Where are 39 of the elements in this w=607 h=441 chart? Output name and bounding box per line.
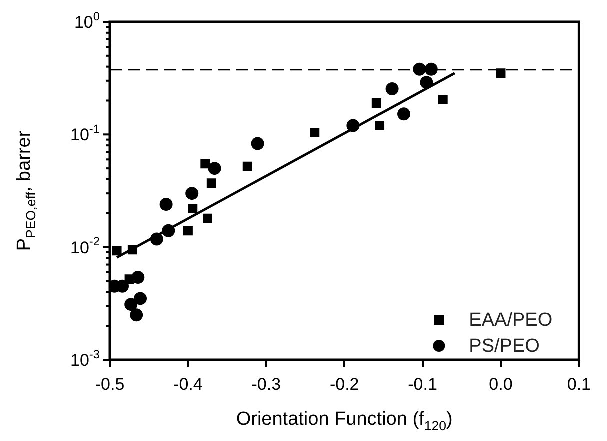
point: [188, 204, 198, 214]
legend-label: PS/PEO: [469, 336, 540, 358]
x-tick-label: -0.5: [95, 374, 125, 394]
x-tick-label: -0.3: [252, 374, 282, 394]
x-tick-label: -0.4: [174, 374, 203, 394]
point: [310, 128, 320, 138]
point: [242, 162, 252, 172]
x-tick-label: -0.2: [330, 374, 360, 394]
point: [112, 246, 122, 256]
point: [372, 98, 382, 108]
x-tick-label: 0.1: [567, 374, 592, 394]
point: [130, 308, 144, 322]
point: [346, 119, 360, 132]
point: [206, 178, 216, 188]
point: [413, 62, 426, 76]
point: [134, 292, 147, 306]
point: [496, 68, 506, 78]
point: [398, 108, 411, 121]
x-tick-label: -0.1: [408, 374, 438, 394]
point: [208, 162, 222, 176]
point: [162, 224, 176, 238]
point: [438, 95, 448, 105]
point: [424, 62, 438, 76]
point: [124, 298, 138, 312]
point: [251, 137, 264, 150]
point: [386, 82, 399, 96]
x-tick-label: 0.0: [489, 374, 513, 394]
y-axis-title: PPEO,eff, barrer: [14, 130, 39, 252]
point: [186, 187, 199, 200]
point: [150, 232, 164, 246]
point: [160, 198, 173, 211]
point: [200, 159, 210, 169]
point: [124, 274, 134, 284]
point: [128, 245, 138, 255]
point: [420, 76, 434, 90]
legend-label: EAA/PEO: [469, 310, 553, 332]
point: [203, 214, 212, 224]
point: [375, 121, 385, 130]
point: [183, 226, 193, 236]
